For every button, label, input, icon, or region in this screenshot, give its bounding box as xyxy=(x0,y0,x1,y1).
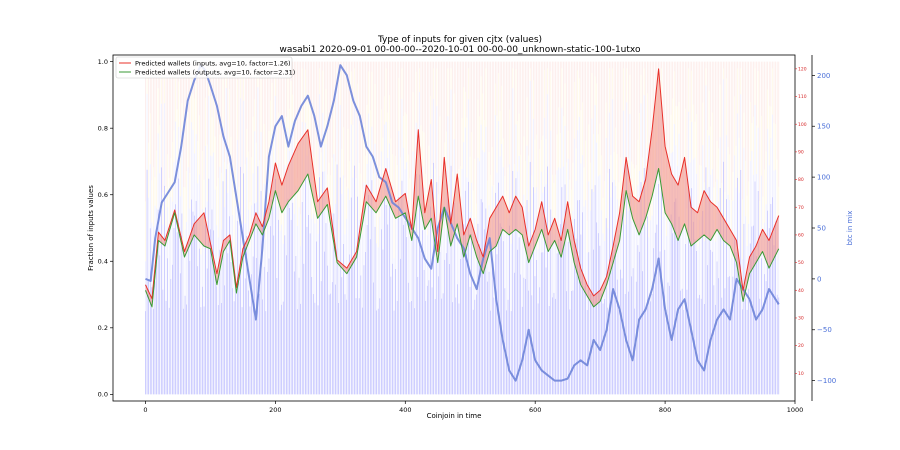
legend: Predicted wallets (inputs, avg=10, facto… xyxy=(115,56,295,79)
x-tick-label: 0 xyxy=(143,406,147,414)
plot-frame xyxy=(112,54,796,402)
wallets-inputs-line xyxy=(145,68,780,300)
wallets-tick-label: 80 xyxy=(798,177,804,183)
legend-label-outputs: Predicted wallets (outputs, avg=10, fact… xyxy=(135,69,295,77)
wallets-tick-label: 60 xyxy=(798,233,804,239)
y-axis-right-btc: −100 −50 0 50 100 150 200 xyxy=(811,55,836,401)
y-axis-right-wallets: 10 20 30 40 50 60 70 80 90 100 110 120 xyxy=(795,66,807,377)
wallets-tick-label: 70 xyxy=(798,205,804,211)
y-tick-label: 0.2 xyxy=(98,324,108,332)
btc-tick-label: 0 xyxy=(817,275,821,283)
x-tick-label: 800 xyxy=(659,406,671,414)
x-tick-label: 400 xyxy=(399,406,411,414)
chart-subtitle: wasabi1 2020-09-01 00-00-00--2020-10-01 … xyxy=(280,45,641,55)
x-axis-label: Coinjoin in time xyxy=(427,412,482,420)
wallets-tick-label: 50 xyxy=(798,260,804,266)
x-tick-label: 200 xyxy=(269,406,281,414)
wallets-tick-label: 110 xyxy=(798,94,807,100)
wallets-difference-fill xyxy=(145,68,779,307)
btc-tick-label: 200 xyxy=(817,72,830,80)
y-tick-label: 0.4 xyxy=(98,258,108,266)
btc-tick-label: −100 xyxy=(817,377,836,385)
wallets-tick-label: 30 xyxy=(798,316,804,322)
btc-tick-label: 150 xyxy=(817,123,830,131)
wallets-tick-label: 40 xyxy=(798,288,804,294)
y-tick-label: 0.6 xyxy=(98,191,108,199)
btc-in-mix-line xyxy=(145,64,780,382)
btc-tick-label: 100 xyxy=(817,174,830,182)
wallets-tick-label: 20 xyxy=(798,343,804,349)
wallets-tick-label: 100 xyxy=(798,122,807,128)
wallets-tick-label: 90 xyxy=(798,149,804,155)
wallets-tick-label: 10 xyxy=(798,371,804,377)
y-axis-label: Fraction of inputs values xyxy=(87,185,95,271)
y-tick-label: 0.0 xyxy=(98,391,108,399)
x-axis: 0 200 400 600 800 1000 xyxy=(143,401,803,414)
chart-title: Type of inputs for given cjtx (values) xyxy=(377,35,542,45)
x-tick-label: 600 xyxy=(529,406,541,414)
legend-box xyxy=(115,56,293,79)
legend-label-inputs: Predicted wallets (inputs, avg=10, facto… xyxy=(135,60,291,68)
wallets-tick-label: 120 xyxy=(798,66,807,72)
y-tick-label: 1.0 xyxy=(98,58,108,66)
y-tick-label: 0.8 xyxy=(98,124,108,132)
wallets-outputs-line xyxy=(145,167,780,308)
y-axis-left: 0.0 0.2 0.4 0.6 0.8 1.0 xyxy=(98,58,113,399)
btc-tick-label: −50 xyxy=(817,326,832,334)
btc-tick-label: 50 xyxy=(817,224,826,232)
series-lines xyxy=(145,64,780,382)
x-tick-label: 1000 xyxy=(787,406,804,414)
y2-axis-label: btc in mix xyxy=(846,211,854,246)
wallets-fill-area xyxy=(145,68,779,307)
